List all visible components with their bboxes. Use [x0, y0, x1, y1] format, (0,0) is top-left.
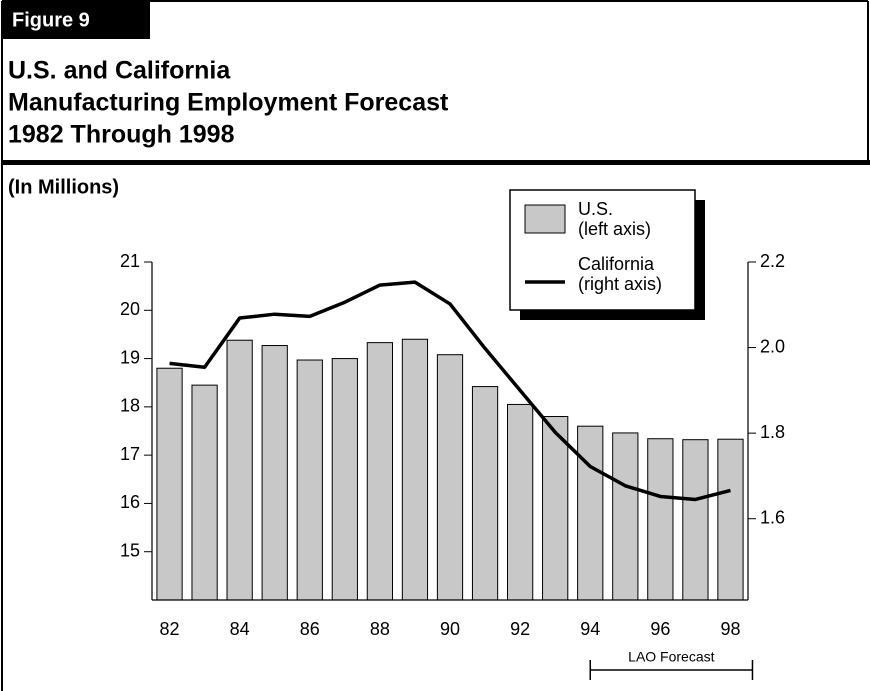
legend-label: U.S. [578, 199, 613, 219]
bar [401, 338, 429, 601]
x-tick-label: 86 [300, 619, 320, 639]
y2-tick-label: 1.8 [760, 422, 785, 442]
bar [261, 345, 288, 601]
bar [471, 386, 499, 601]
bar [506, 403, 534, 601]
bar [577, 425, 604, 601]
bar [366, 342, 394, 601]
bar [647, 438, 674, 601]
x-tick-label: 82 [160, 619, 180, 639]
bar [331, 358, 358, 601]
x-tick-label: 92 [510, 619, 530, 639]
x-tick-label: 84 [230, 619, 250, 639]
legend-swatch [524, 204, 566, 234]
y2-tick-label: 2.2 [760, 251, 785, 271]
x-tick-label: 94 [580, 619, 600, 639]
y-tick-label: 16 [120, 492, 140, 512]
figure-tab [2, 1, 150, 39]
bar [156, 367, 183, 601]
y2-tick-label: 2.0 [760, 336, 785, 356]
title-rule [2, 160, 870, 165]
y-tick-label: 20 [120, 299, 140, 319]
chart-title: 1982 Through 1998 [8, 121, 235, 149]
legend-label: California [578, 254, 655, 274]
y-tick-label: 15 [120, 540, 140, 560]
y-tick-label: 21 [120, 251, 140, 271]
x-tick-label: 88 [370, 619, 390, 639]
chart-title: Manufacturing Employment Forecast [8, 89, 449, 117]
bar [226, 339, 253, 601]
bar [717, 438, 744, 601]
y-tick-label: 18 [120, 396, 140, 416]
bar [436, 354, 464, 601]
bar [612, 432, 639, 601]
x-tick-label: 90 [440, 619, 460, 639]
y-tick-label: 19 [120, 347, 140, 367]
bar [296, 359, 323, 601]
y2-tick-label: 1.6 [760, 507, 785, 527]
legend-sublabel: (left axis) [578, 219, 651, 239]
y-tick-label: 17 [120, 444, 140, 464]
figure-label: Figure 9 [12, 9, 90, 31]
chart-title: U.S. and California [8, 57, 231, 85]
unit-note: (In Millions) [8, 176, 119, 198]
line [169, 280, 731, 502]
annotation: LAO Forecast [628, 649, 714, 665]
bar [542, 416, 569, 601]
legend-sublabel: (right axis) [578, 274, 662, 294]
x-tick-label: 96 [650, 619, 670, 639]
bar [191, 384, 218, 601]
x-tick-label: 98 [720, 619, 740, 639]
bar [682, 439, 709, 601]
